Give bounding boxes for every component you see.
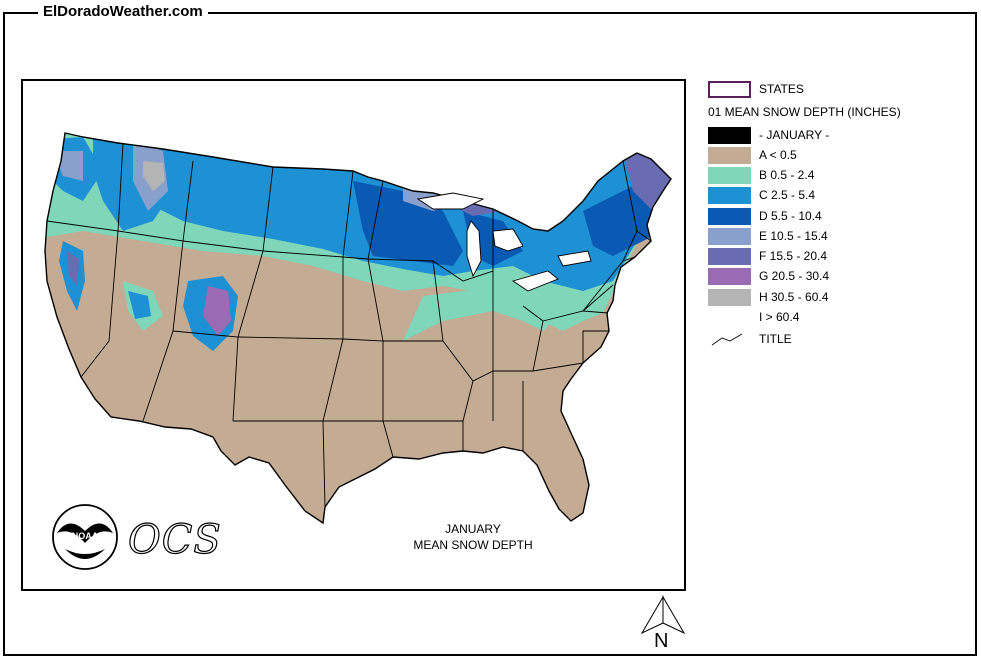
legend-label: - JANUARY - — [759, 128, 830, 142]
legend-swatch — [708, 126, 751, 144]
legend-row-title[interactable]: TITLE — [708, 330, 792, 348]
legend-row[interactable]: - JANUARY - — [708, 126, 829, 144]
legend-swatch — [708, 166, 751, 184]
outer-frame — [3, 12, 977, 656]
map-frame[interactable]: NOAA OCS JANUARY MEAN SNOW DEPTH — [21, 79, 686, 591]
legend-swatch — [708, 227, 751, 245]
legend-swatch — [708, 267, 751, 285]
legend-row[interactable]: E 10.5 - 15.4 — [708, 227, 828, 245]
legend-label: H 30.5 - 60.4 — [759, 290, 829, 304]
legend-label: B 0.5 - 2.4 — [759, 168, 815, 182]
legend-row[interactable]: D 5.5 - 10.4 — [708, 207, 822, 225]
svg-text:NOAA: NOAA — [72, 531, 99, 541]
great-lakes — [416, 192, 592, 292]
caption-line-1: JANUARY — [445, 522, 501, 536]
legend-label: E 10.5 - 15.4 — [759, 229, 828, 243]
legend-row[interactable]: I > 60.4 — [708, 308, 799, 326]
legend-label: D 5.5 - 10.4 — [759, 209, 822, 223]
north-label: N — [654, 630, 669, 652]
legend-swatch — [708, 207, 751, 225]
legend-label: TITLE — [759, 332, 792, 346]
north-arrow-icon — [636, 595, 690, 642]
caption-line-2: MEAN SNOW DEPTH — [413, 538, 533, 552]
legend-swatch — [708, 288, 751, 306]
legend-header: 01 MEAN SNOW DEPTH (INCHES) — [708, 105, 901, 119]
legend-row[interactable]: H 30.5 - 60.4 — [708, 288, 828, 306]
ocs-logo-text: OCS — [127, 516, 222, 563]
legend-row[interactable]: C 2.5 - 5.4 — [708, 186, 815, 204]
us-outline — [44, 132, 672, 525]
legend-swatch — [708, 146, 751, 164]
legend-label: STATES — [759, 82, 804, 96]
legend-label: A < 0.5 — [759, 148, 797, 162]
legend-label: C 2.5 - 5.4 — [759, 188, 816, 202]
legend-label: F 15.5 - 20.4 — [759, 249, 828, 263]
legend-row-states[interactable]: STATES — [708, 80, 804, 98]
title-rule — [10, 12, 36, 14]
map-caption: JANUARY MEAN SNOW DEPTH — [383, 521, 563, 553]
us-snow-depth-map[interactable] — [23, 81, 686, 591]
legend-row[interactable]: G 20.5 - 30.4 — [708, 267, 829, 285]
states-swatch — [708, 80, 751, 98]
legend-row[interactable]: B 0.5 - 2.4 — [708, 166, 814, 184]
legend-swatch — [708, 186, 751, 204]
site-title[interactable]: ElDoradoWeather.com — [38, 4, 208, 20]
legend-row[interactable]: A < 0.5 — [708, 146, 797, 164]
state-lines — [46, 142, 652, 508]
legend-label: I > 60.4 — [759, 310, 800, 324]
legend-swatch — [708, 247, 751, 265]
legend-row[interactable]: F 15.5 - 20.4 — [708, 247, 827, 265]
title-line-icon — [711, 333, 743, 345]
legend-swatch — [708, 308, 751, 326]
legend-label: G 20.5 - 30.4 — [759, 269, 830, 283]
